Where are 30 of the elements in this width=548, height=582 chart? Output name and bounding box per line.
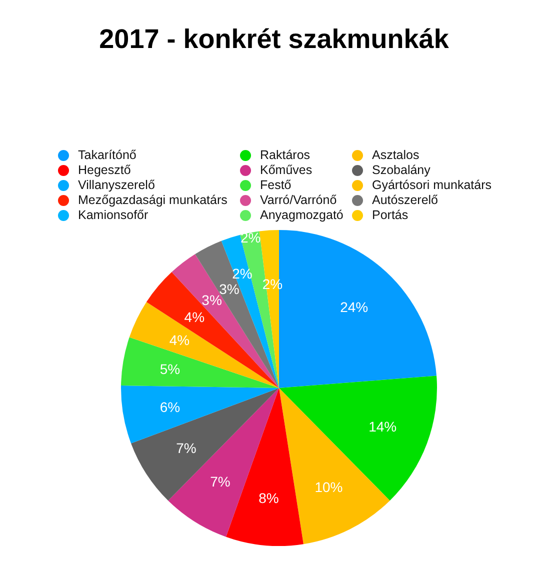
data-label: 24%: [340, 298, 368, 315]
data-label: 14%: [368, 418, 397, 435]
data-label: 4%: [169, 332, 190, 348]
data-label: 10%: [314, 478, 343, 495]
legend-label: Szobalány: [372, 163, 430, 177]
legend-label: Gyártósori munkatárs: [372, 178, 492, 192]
pie-slice: [279, 376, 437, 501]
legend-label: Asztalos: [372, 148, 420, 162]
legend-label: Festő: [260, 178, 292, 192]
legend-label: Portás: [372, 208, 408, 222]
chart-title: 2017 - konkrét szakmunkák: [98, 24, 450, 55]
legend-label: Raktáros: [260, 148, 310, 162]
legend-label: Takarítónő: [78, 148, 136, 162]
legend-label: Kőműves: [260, 163, 312, 177]
legend-label: Hegesztő: [78, 163, 131, 177]
data-label: 7%: [176, 440, 196, 456]
legend-label: Kamionsofőr: [78, 208, 148, 222]
legend-label: Villanyszerelő: [78, 178, 155, 192]
data-label: 8%: [258, 490, 279, 506]
data-label: 4%: [184, 308, 205, 325]
pie-slice: [121, 386, 279, 444]
legend-label: Varró/Varrónő: [260, 193, 337, 207]
legend-label: Anyagmozgató: [260, 208, 344, 222]
legend-label: Autószerelő: [372, 193, 438, 207]
data-label: 5%: [160, 361, 180, 378]
data-label: 3%: [219, 281, 240, 298]
data-label: 7%: [210, 474, 230, 490]
pie-slice: [121, 337, 279, 388]
data-label: 6%: [160, 398, 180, 415]
legend-label: Mezőgazdasági munkatárs: [78, 193, 228, 207]
